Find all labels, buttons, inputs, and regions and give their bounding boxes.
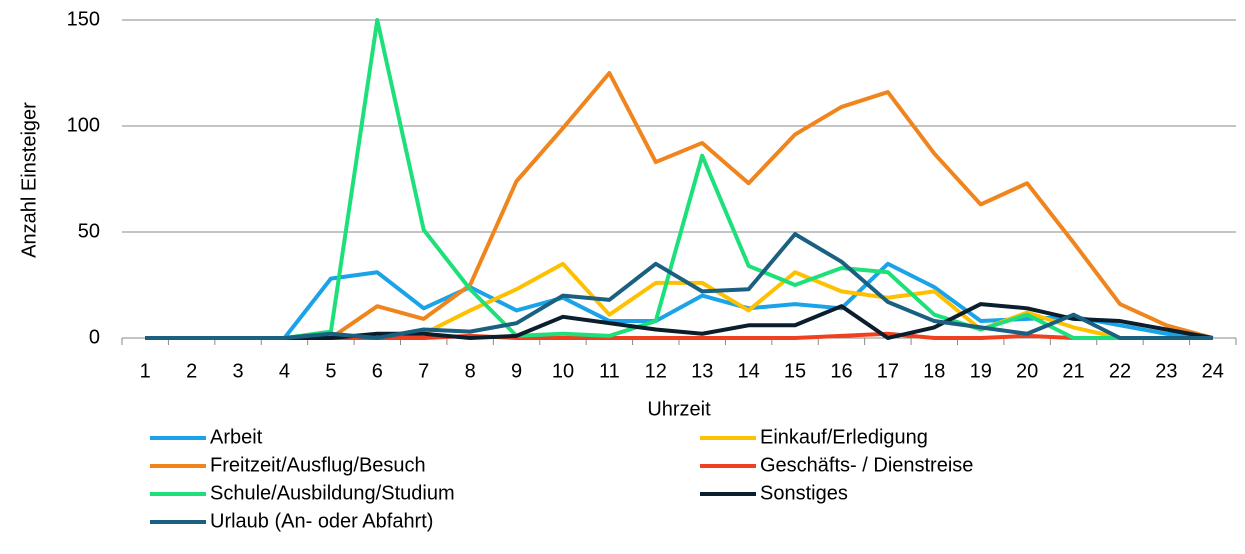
x-tick-label: 8 [465,360,476,382]
x-tick-label: 23 [1155,360,1177,382]
series-line [145,71,1214,340]
x-tick-label: 11 [599,360,620,382]
series-line [145,302,1214,340]
y-tick-label: 50 [78,220,100,242]
y-tick-label: 100 [67,114,100,136]
x-tick-label: 14 [738,360,760,382]
x-tick-label: 3 [232,360,243,382]
x-tick-label: 1 [140,360,151,382]
x-tick-label: 6 [372,360,383,382]
x-tick-label: 24 [1202,360,1224,382]
x-tick-label: 21 [1062,360,1084,382]
x-tick-label: 9 [511,360,522,382]
x-tick-label: 22 [1109,360,1131,382]
x-tick-label: 20 [1016,360,1038,382]
x-tick-label: 17 [877,360,899,382]
legend-label: Sonstiges [760,482,848,504]
x-tick-label: 19 [970,360,992,382]
legend-label: Freitzeit/Ausflug/Besuch [210,454,426,476]
x-tick-label: 2 [186,360,197,382]
legend-label: Urlaub (An- oder Abfahrt) [210,510,433,532]
series-line [145,18,1213,340]
y-tick-label: 0 [89,326,100,348]
x-tick-label: 15 [784,360,806,382]
x-tick-label: 12 [645,360,667,382]
legend-label: Einkauf/Erledigung [760,426,928,448]
x-tick-label: 13 [691,360,713,382]
x-axis-label: Uhrzeit [647,398,711,420]
x-tick-label: 18 [923,360,945,382]
x-tick-label: 5 [325,360,336,382]
legend-label: Schule/Ausbildung/Studium [210,482,455,504]
x-tick-label: 7 [418,360,429,382]
y-tick-label: 150 [67,8,100,30]
legend-label: Geschäfts- / Dienstreise [760,454,973,476]
legend-label: Arbeit [210,426,263,448]
series-line [145,232,1213,340]
x-tick-label: 4 [279,360,290,382]
x-tick-label: 16 [830,360,852,382]
x-tick-label: 10 [552,360,574,382]
y-axis-label: Anzahl Einsteiger [18,102,40,258]
